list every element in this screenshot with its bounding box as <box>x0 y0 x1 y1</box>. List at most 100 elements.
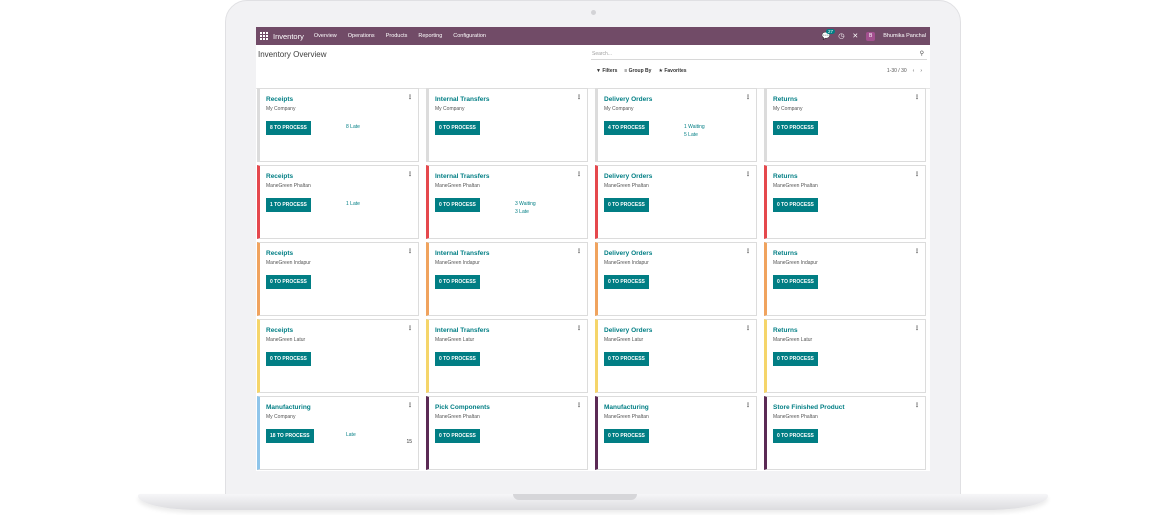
card-title[interactable]: Delivery Orders <box>604 173 653 180</box>
kanban-card[interactable]: Delivery Orders My Company ⋮ 4 TO PROCESS 1 … <box>595 88 757 162</box>
card-title[interactable]: Receipts <box>266 327 294 334</box>
kebab-menu-icon[interactable]: ⋮ <box>407 249 413 255</box>
menu-reporting[interactable]: Reporting <box>418 33 443 39</box>
kebab-menu-icon[interactable]: ⋮ <box>576 403 582 409</box>
kanban-card[interactable]: Delivery Orders ManeGreen Phaltan ⋮ 0 TO PR… <box>595 165 757 239</box>
kebab-menu-icon[interactable]: ⋮ <box>745 249 751 255</box>
to-process-button[interactable]: 0 TO PROCESS <box>604 198 649 212</box>
kebab-menu-icon[interactable]: ⋮ <box>576 172 582 178</box>
kanban-card[interactable]: Delivery Orders ManeGreen Indapur ⋮ 0 TO PR… <box>595 242 757 316</box>
card-title[interactable]: Returns <box>773 327 798 334</box>
kebab-menu-icon[interactable]: ⋮ <box>576 249 582 255</box>
kanban-card[interactable]: Internal Transfers ManeGreen Phaltan ⋮ 0 TO… <box>426 165 588 239</box>
kebab-menu-icon[interactable]: ⋮ <box>407 95 413 101</box>
card-title[interactable]: Receipts <box>266 173 294 180</box>
kanban-card[interactable]: Manufacturing ManeGreen Phaltan ⋮ 0 TO PROC… <box>595 396 757 470</box>
card-stat-link[interactable]: 3 Late <box>515 209 529 215</box>
card-title[interactable]: Manufacturing <box>266 404 311 411</box>
card-title[interactable]: Delivery Orders <box>604 250 653 257</box>
kebab-menu-icon[interactable]: ⋮ <box>576 95 582 101</box>
to-process-button[interactable]: 0 TO PROCESS <box>435 121 480 135</box>
card-stat-link[interactable]: 8 Late <box>346 124 360 130</box>
kanban-card[interactable]: Internal Transfers My Company ⋮ 0 TO PROCES… <box>426 88 588 162</box>
kebab-menu-icon[interactable]: ⋮ <box>745 172 751 178</box>
card-title[interactable]: Pick Components <box>435 404 490 411</box>
kanban-card[interactable]: Receipts ManeGreen Phaltan ⋮ 1 TO PROCESS 1 … <box>257 165 419 239</box>
card-title[interactable]: Delivery Orders <box>604 327 653 334</box>
kebab-menu-icon[interactable]: ⋮ <box>407 403 413 409</box>
to-process-button[interactable]: 0 TO PROCESS <box>266 352 311 366</box>
kanban-card[interactable]: Internal Transfers ManeGreen Indapur ⋮ 0 TO… <box>426 242 588 316</box>
to-process-button[interactable]: 0 TO PROCESS <box>435 429 480 443</box>
to-process-button[interactable]: 0 TO PROCESS <box>604 429 649 443</box>
to-process-button[interactable]: 18 TO PROCESS <box>266 429 314 443</box>
kanban-card[interactable]: Pick Components ManeGreen Phaltan ⋮ 0 TO PR… <box>426 396 588 470</box>
menu-operations[interactable]: Operations <box>347 33 375 39</box>
menu-overview[interactable]: Overview <box>313 33 337 39</box>
to-process-button[interactable]: 0 TO PROCESS <box>773 198 818 212</box>
kebab-menu-icon[interactable]: ⋮ <box>407 172 413 178</box>
kanban-card[interactable]: Internal Transfers ManeGreen Latur ⋮ 0 TO P… <box>426 319 588 393</box>
menu-configuration[interactable]: Configuration <box>453 33 486 39</box>
apps-grid-icon[interactable] <box>260 32 268 40</box>
kanban-card[interactable]: Manufacturing My Company ⋮ 18 TO PROCESS Lat… <box>257 396 419 470</box>
kebab-menu-icon[interactable]: ⋮ <box>745 95 751 101</box>
card-title[interactable]: Store Finished Product <box>773 404 845 411</box>
kebab-menu-icon[interactable]: ⋮ <box>407 326 413 332</box>
to-process-button[interactable]: 0 TO PROCESS <box>435 275 480 289</box>
to-process-button[interactable]: 0 TO PROCESS <box>773 352 818 366</box>
kebab-menu-icon[interactable]: ⋮ <box>914 326 920 332</box>
kebab-menu-icon[interactable]: ⋮ <box>745 326 751 332</box>
kebab-menu-icon[interactable]: ⋮ <box>576 326 582 332</box>
kebab-menu-icon[interactable]: ⋮ <box>914 95 920 101</box>
filters-button[interactable]: ▼ Filters <box>596 68 617 74</box>
pager-prev-icon[interactable]: ‹ <box>912 68 915 74</box>
clock-icon[interactable]: ◷ <box>838 33 845 40</box>
kebab-menu-icon[interactable]: ⋮ <box>745 403 751 409</box>
card-title[interactable]: Manufacturing <box>604 404 649 411</box>
chat-icon[interactable]: 💬 27 <box>821 29 835 40</box>
kanban-card[interactable]: Store Finished Product ManeGreen Phaltan ⋮… <box>764 396 926 470</box>
card-stat-link[interactable]: 1 Waiting <box>684 124 705 130</box>
card-title[interactable]: Returns <box>773 96 798 103</box>
to-process-button[interactable]: 0 TO PROCESS <box>773 275 818 289</box>
favorites-button[interactable]: ★ Favorites <box>658 68 686 74</box>
card-title[interactable]: Returns <box>773 250 798 257</box>
card-title[interactable]: Receipts <box>266 250 294 257</box>
card-title[interactable]: Receipts <box>266 96 294 103</box>
kanban-card[interactable]: Receipts ManeGreen Latur ⋮ 0 TO PROCESS <box>257 319 419 393</box>
avatar[interactable]: B <box>866 31 876 41</box>
to-process-button[interactable]: 0 TO PROCESS <box>435 352 480 366</box>
kebab-menu-icon[interactable]: ⋮ <box>914 172 920 178</box>
tools-icon[interactable]: ✕ <box>852 33 859 40</box>
card-stat-link[interactable]: 1 Late <box>346 201 360 207</box>
to-process-button[interactable]: 0 TO PROCESS <box>773 429 818 443</box>
card-title[interactable]: Internal Transfers <box>435 327 490 334</box>
card-title[interactable]: Returns <box>773 173 798 180</box>
kebab-menu-icon[interactable]: ⋮ <box>914 249 920 255</box>
card-stat-link[interactable]: 3 Waiting <box>515 201 536 207</box>
pager-next-icon[interactable]: › <box>920 68 922 74</box>
to-process-button[interactable]: 8 TO PROCESS <box>266 121 311 135</box>
card-stat-link[interactable]: Late <box>346 432 356 438</box>
to-process-button[interactable]: 0 TO PROCESS <box>604 352 649 366</box>
to-process-button[interactable]: 0 TO PROCESS <box>266 275 311 289</box>
app-name[interactable]: Inventory <box>273 31 304 41</box>
card-title[interactable]: Internal Transfers <box>435 173 490 180</box>
search-icon[interactable]: ⚲ <box>919 51 924 57</box>
kanban-card[interactable]: Returns ManeGreen Phaltan ⋮ 0 TO PROCESS <box>764 165 926 239</box>
kanban-card[interactable]: Delivery Orders ManeGreen Latur ⋮ 0 TO PROC… <box>595 319 757 393</box>
to-process-button[interactable]: 0 TO PROCESS <box>604 275 649 289</box>
to-process-button[interactable]: 4 TO PROCESS <box>604 121 649 135</box>
card-title[interactable]: Delivery Orders <box>604 96 653 103</box>
kanban-card[interactable]: Receipts My Company ⋮ 8 TO PROCESS 8 Late <box>257 88 419 162</box>
card-title[interactable]: Internal Transfers <box>435 96 490 103</box>
to-process-button[interactable]: 0 TO PROCESS <box>435 198 480 212</box>
kebab-menu-icon[interactable]: ⋮ <box>914 403 920 409</box>
search-input[interactable]: Search... ⚲ <box>591 49 927 60</box>
menu-products[interactable]: Products <box>385 33 408 39</box>
group-by-button[interactable]: ≡ Group By <box>624 68 651 74</box>
user-name[interactable]: Bhumika Panchal <box>883 33 926 39</box>
kanban-card[interactable]: Returns My Company ⋮ 0 TO PROCESS <box>764 88 926 162</box>
pager-value[interactable]: 1-30 / 30 <box>886 68 907 74</box>
